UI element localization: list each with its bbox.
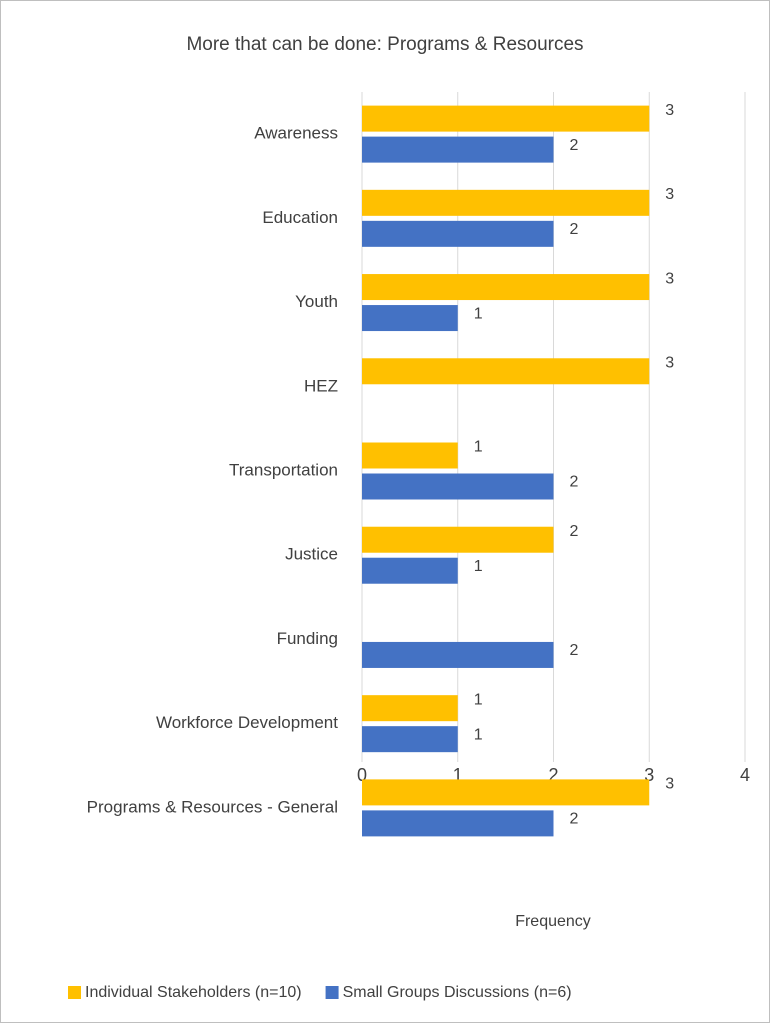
data-label: 3 <box>665 186 674 203</box>
x-tick-label: 1 <box>453 765 463 785</box>
bar <box>362 305 458 332</box>
data-label: 2 <box>570 137 579 154</box>
data-label: 2 <box>570 642 579 659</box>
legend-swatch <box>325 986 339 999</box>
y-tick-label: Youth <box>295 292 338 311</box>
bar <box>362 136 554 163</box>
x-tick-label: 3 <box>644 765 654 785</box>
data-label: 2 <box>570 811 579 828</box>
legend-label: Individual Stakeholders (n=10) <box>85 984 302 1001</box>
bar <box>362 726 458 753</box>
bar <box>362 442 458 469</box>
x-tick-label: 4 <box>740 765 750 785</box>
legend-swatch <box>68 986 81 999</box>
data-label: 2 <box>570 221 579 238</box>
bar <box>362 557 458 584</box>
bar <box>362 473 554 500</box>
bar <box>362 358 650 385</box>
y-tick-label: Workforce Development <box>156 713 338 732</box>
data-label: 1 <box>474 439 483 456</box>
data-label: 2 <box>570 523 579 540</box>
x-tick-label: 0 <box>357 765 367 785</box>
data-label: 1 <box>474 726 483 743</box>
bar <box>362 695 458 722</box>
y-tick-label: Education <box>262 208 338 227</box>
data-label: 3 <box>665 776 674 793</box>
data-label: 1 <box>474 691 483 708</box>
data-label: 3 <box>665 270 674 287</box>
bar <box>362 189 650 216</box>
x-tick-label: 2 <box>548 765 558 785</box>
data-label: 3 <box>665 102 674 119</box>
y-tick-label: Programs & Resources - General <box>87 797 338 816</box>
bar <box>362 105 650 132</box>
data-label: 1 <box>474 558 483 575</box>
x-axis-label: Frequency <box>515 913 591 930</box>
bar <box>362 810 554 837</box>
data-label: 2 <box>570 474 579 491</box>
bar <box>362 526 554 553</box>
y-tick-label: HEZ <box>304 376 338 395</box>
y-tick-label: Awareness <box>254 124 338 143</box>
chart-title: More that can be done: Programs & Resour… <box>186 34 583 55</box>
bar <box>362 779 650 806</box>
y-tick-label: Transportation <box>229 460 338 479</box>
y-tick-label: Funding <box>277 629 338 648</box>
bar <box>362 641 554 668</box>
y-tick-label: Justice <box>285 545 338 564</box>
bar <box>362 220 554 247</box>
data-label: 1 <box>474 305 483 322</box>
data-label: 3 <box>665 354 674 371</box>
bar <box>362 274 650 301</box>
legend-label: Small Groups Discussions (n=6) <box>343 984 572 1001</box>
